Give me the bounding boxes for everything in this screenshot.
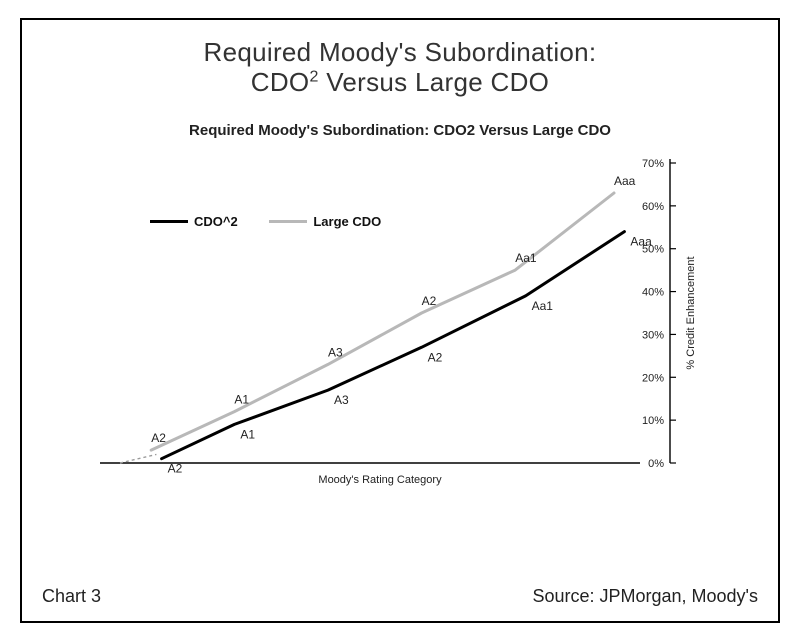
svg-text:A2: A2 xyxy=(151,431,166,445)
svg-text:A1: A1 xyxy=(240,427,255,441)
title-block: Required Moody's Subordination: CDO2 Ver… xyxy=(40,38,760,98)
svg-text:A2: A2 xyxy=(428,350,443,364)
svg-text:20%: 20% xyxy=(642,372,664,384)
svg-text:A1: A1 xyxy=(234,392,249,406)
line-chart: 0%10%20%30%40%50%60%70%% Credit Enhancem… xyxy=(80,147,720,507)
legend-label-cdo2: CDO^2 xyxy=(194,214,238,229)
svg-text:70%: 70% xyxy=(642,158,664,170)
title-sup: 2 xyxy=(309,68,318,85)
chart-number-label: Chart 3 xyxy=(42,586,101,607)
title-post: Versus Large CDO xyxy=(319,67,550,97)
svg-text:40%: 40% xyxy=(642,286,664,298)
svg-text:0%: 0% xyxy=(648,458,664,470)
legend: CDO^2 Large CDO xyxy=(150,211,409,229)
svg-text:Aaa: Aaa xyxy=(614,174,636,188)
svg-text:10%: 10% xyxy=(642,415,664,427)
svg-text:Aa1: Aa1 xyxy=(515,251,537,265)
svg-text:Moody's Rating Category: Moody's Rating Category xyxy=(318,474,442,486)
title-line-2: CDO2 Versus Large CDO xyxy=(40,68,760,98)
footer: Chart 3 Source: JPMorgan, Moody's xyxy=(42,586,758,607)
svg-text:A2: A2 xyxy=(168,461,183,475)
legend-label-largecdo: Large CDO xyxy=(313,214,381,229)
svg-text:A2: A2 xyxy=(422,294,437,308)
svg-text:Aaa: Aaa xyxy=(630,234,652,248)
chart-area: CDO^2 Large CDO 0%10%20%30%40%50%60%70%%… xyxy=(80,147,720,507)
source-label: Source: JPMorgan, Moody's xyxy=(532,586,758,607)
svg-text:60%: 60% xyxy=(642,201,664,213)
svg-text:Aa1: Aa1 xyxy=(532,299,554,313)
chart-subtitle: Required Moody's Subordination: CDO2 Ver… xyxy=(40,122,760,139)
legend-item-largecdo: Large CDO xyxy=(269,214,381,229)
legend-swatch-largecdo xyxy=(269,220,307,223)
svg-text:A3: A3 xyxy=(328,345,343,359)
svg-text:% Credit Enhancement: % Credit Enhancement xyxy=(685,256,697,369)
title-line-1: Required Moody's Subordination: xyxy=(40,38,760,68)
chart-frame: Required Moody's Subordination: CDO2 Ver… xyxy=(20,18,780,623)
svg-text:A3: A3 xyxy=(334,393,349,407)
title-pre: CDO xyxy=(251,67,310,97)
legend-swatch-cdo2 xyxy=(150,220,188,223)
legend-item-cdo2: CDO^2 xyxy=(150,214,238,229)
svg-text:30%: 30% xyxy=(642,329,664,341)
